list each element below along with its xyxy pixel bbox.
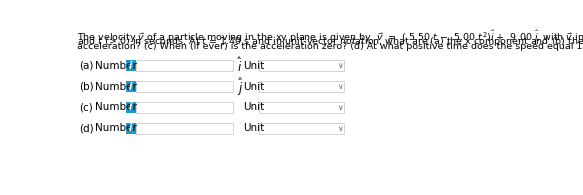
Text: (a): (a) xyxy=(79,61,93,71)
FancyBboxPatch shape xyxy=(125,81,136,92)
Text: Unit: Unit xyxy=(243,61,265,71)
FancyBboxPatch shape xyxy=(136,102,233,113)
Text: (d): (d) xyxy=(79,123,94,133)
Text: Unit: Unit xyxy=(243,123,265,133)
FancyBboxPatch shape xyxy=(125,60,136,71)
Text: (c): (c) xyxy=(79,102,93,112)
FancyBboxPatch shape xyxy=(136,123,233,134)
Text: $\hat{i}$: $\hat{i}$ xyxy=(237,56,243,75)
Text: acceleration? (c) When (if ever) is the acceleration zero? (d) At what positive : acceleration? (c) When (if ever) is the … xyxy=(77,42,583,51)
Text: The velocity $\vec{v}$ of a particle moving in the xy plane is given by  $\vec{v: The velocity $\vec{v}$ of a particle mov… xyxy=(77,28,583,45)
Text: ∨: ∨ xyxy=(338,103,343,112)
Text: ∨: ∨ xyxy=(338,82,343,91)
Text: (b): (b) xyxy=(79,82,94,91)
Text: ∨: ∨ xyxy=(338,61,343,70)
FancyBboxPatch shape xyxy=(136,81,233,92)
FancyBboxPatch shape xyxy=(136,60,233,71)
Text: Number: Number xyxy=(94,123,136,133)
FancyBboxPatch shape xyxy=(125,102,136,113)
Text: ∨: ∨ xyxy=(338,124,343,133)
Text: Number: Number xyxy=(94,82,136,91)
FancyBboxPatch shape xyxy=(125,123,136,134)
Text: and $t$ (> 0) in seconds. At $t$ = 1.40 s and in unit-vector notation, what are : and $t$ (> 0) in seconds. At $t$ = 1.40 … xyxy=(77,35,583,48)
FancyBboxPatch shape xyxy=(259,123,344,134)
Text: Number: Number xyxy=(94,102,136,112)
Text: $\hat{j}$: $\hat{j}$ xyxy=(237,75,244,98)
Text: i: i xyxy=(129,82,132,91)
Text: Unit: Unit xyxy=(243,102,265,112)
FancyBboxPatch shape xyxy=(259,102,344,113)
FancyBboxPatch shape xyxy=(259,60,344,71)
FancyBboxPatch shape xyxy=(259,81,344,92)
Text: Number: Number xyxy=(94,61,136,71)
Text: i: i xyxy=(129,123,132,133)
Text: Unit: Unit xyxy=(243,82,265,91)
Text: i: i xyxy=(129,61,132,71)
Text: i: i xyxy=(129,102,132,112)
